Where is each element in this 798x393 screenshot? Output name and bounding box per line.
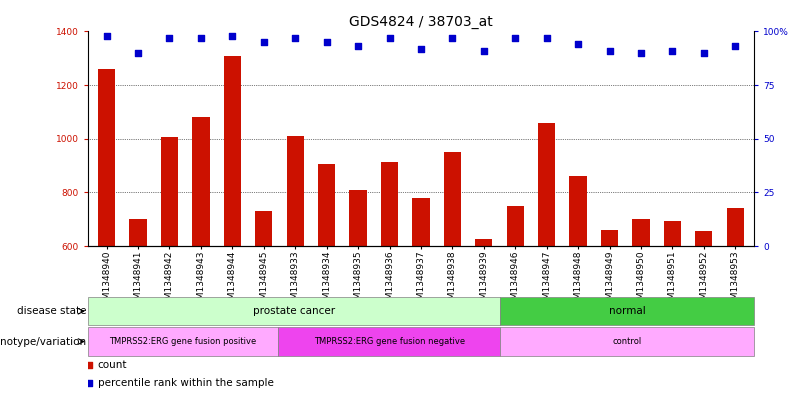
Bar <box>381 162 398 246</box>
Bar <box>727 208 744 246</box>
Bar <box>129 219 147 246</box>
Bar <box>413 198 429 246</box>
Bar <box>695 231 713 246</box>
Point <box>226 33 239 39</box>
Text: normal: normal <box>609 306 646 316</box>
Text: count: count <box>98 360 127 371</box>
Point <box>83 380 96 386</box>
Text: disease state: disease state <box>17 306 86 316</box>
Bar <box>500 327 754 356</box>
Text: control: control <box>613 337 642 346</box>
Text: genotype/variation: genotype/variation <box>0 336 86 347</box>
Bar <box>318 164 335 246</box>
Point <box>320 39 333 45</box>
Bar <box>350 190 367 246</box>
Bar <box>601 230 618 246</box>
Point <box>603 48 616 54</box>
Point <box>634 50 647 56</box>
Point <box>414 46 427 52</box>
Point <box>258 39 271 45</box>
Point <box>83 362 96 369</box>
Bar <box>161 138 178 246</box>
Point <box>132 50 144 56</box>
Bar <box>632 219 650 246</box>
Point <box>571 41 584 48</box>
Bar <box>255 211 272 246</box>
Bar <box>88 297 500 325</box>
Text: percentile rank within the sample: percentile rank within the sample <box>98 378 274 388</box>
Point <box>697 50 710 56</box>
Point <box>289 35 302 41</box>
Point <box>383 35 396 41</box>
Point <box>666 48 679 54</box>
Bar <box>98 69 115 246</box>
Bar <box>475 239 492 246</box>
Text: TMPRSS2:ERG gene fusion positive: TMPRSS2:ERG gene fusion positive <box>109 337 257 346</box>
Point <box>195 35 207 41</box>
Point <box>729 43 741 50</box>
Bar <box>279 327 500 356</box>
Bar <box>286 136 304 246</box>
Text: prostate cancer: prostate cancer <box>253 306 335 316</box>
Point <box>509 35 522 41</box>
Point <box>101 33 113 39</box>
Text: TMPRSS2:ERG gene fusion negative: TMPRSS2:ERG gene fusion negative <box>314 337 464 346</box>
Point <box>352 43 365 50</box>
Point <box>163 35 176 41</box>
Bar <box>192 117 210 246</box>
Bar <box>444 152 461 246</box>
Bar <box>664 220 681 246</box>
Point <box>446 35 459 41</box>
Bar <box>570 176 587 246</box>
Bar <box>88 327 279 356</box>
Bar <box>223 55 241 246</box>
Title: GDS4824 / 38703_at: GDS4824 / 38703_at <box>349 15 493 29</box>
Point <box>540 35 553 41</box>
Bar <box>500 297 754 325</box>
Bar <box>507 206 523 246</box>
Point <box>477 48 490 54</box>
Bar <box>538 123 555 246</box>
